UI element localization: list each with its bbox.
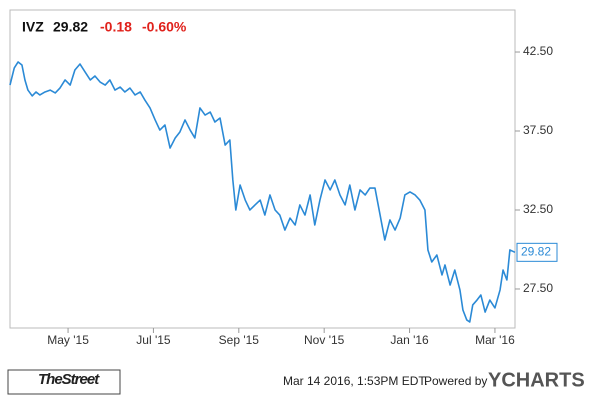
y-tick-label: 37.50	[523, 123, 553, 137]
plot-frame	[9, 9, 516, 329]
powered-by: Powered by	[424, 374, 487, 388]
y-tick-label: 42.50	[523, 44, 553, 58]
x-tick-label: Mar '16	[475, 333, 515, 347]
last-value-box	[516, 242, 558, 262]
y-tick-label: 27.50	[523, 281, 553, 295]
x-tick-label: Sep '15	[219, 333, 260, 347]
x-tick-label: Jan '16	[390, 333, 429, 347]
timestamp: Mar 14 2016, 1:53PM EDT.	[283, 374, 428, 388]
x-tick-label: May '15	[47, 333, 89, 347]
last-value-label: 29.82	[521, 245, 551, 259]
header-box	[12, 14, 200, 40]
y-tick-label: 32.50	[523, 202, 553, 216]
ticker: IVZ	[22, 19, 44, 35]
source-logo: TheStreet	[38, 371, 100, 388]
change-pct: -0.60%	[142, 19, 187, 35]
x-tick-label: Nov '15	[304, 333, 345, 347]
change: -0.18	[100, 19, 132, 35]
brand: YCHARTS	[488, 369, 585, 391]
price-line	[9, 61, 516, 323]
x-tick-label: Jul '15	[136, 333, 171, 347]
logo-box	[7, 369, 121, 395]
price: 29.82	[53, 19, 88, 35]
